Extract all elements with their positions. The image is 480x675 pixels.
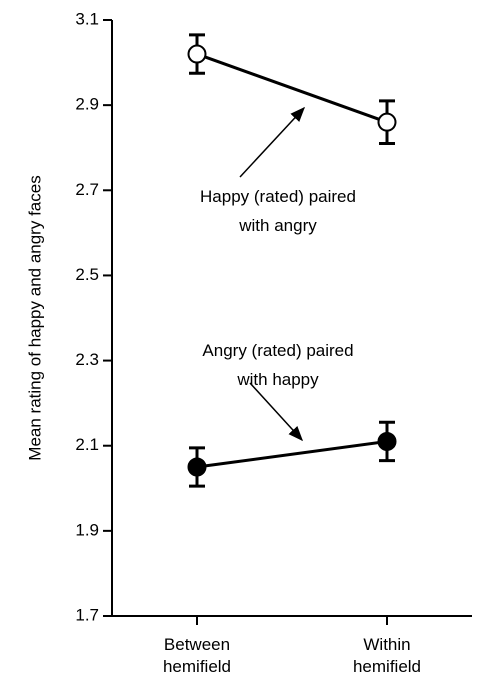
series-label: Happy (rated) paired with angry	[200, 187, 356, 235]
marker	[187, 44, 207, 64]
x-tick-label: Within hemifield	[353, 635, 421, 675]
y-tick-label: 2.7	[75, 180, 99, 199]
annotation-arrow	[249, 382, 304, 442]
annotation-arrow	[239, 106, 306, 178]
y-tick-label: 1.9	[75, 520, 99, 539]
x-tick-label: Between hemifield	[163, 635, 231, 675]
marker	[377, 112, 397, 132]
marker	[187, 457, 207, 477]
y-tick-label: 1.7	[75, 605, 99, 624]
y-tick-label: 2.1	[75, 435, 99, 454]
y-tick-label: 2.5	[75, 265, 99, 284]
series-line	[196, 52, 388, 124]
y-axis-label: Mean rating of happy and angry faces	[25, 175, 44, 460]
marker	[377, 431, 397, 451]
series-line	[196, 439, 388, 469]
series-label: Angry (rated) paired with happy	[202, 341, 353, 389]
y-tick-label: 2.9	[75, 95, 99, 114]
y-tick-label: 3.1	[75, 9, 99, 28]
y-tick-label: 2.3	[75, 350, 99, 369]
